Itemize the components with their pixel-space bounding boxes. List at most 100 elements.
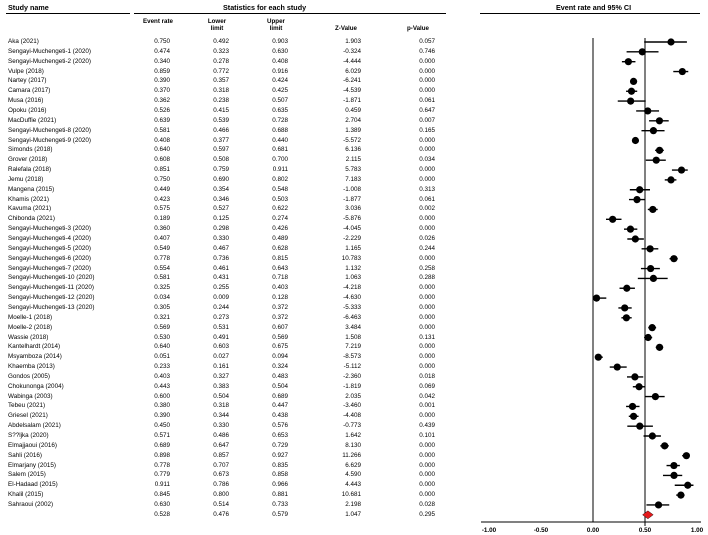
event-rate-cell: 0.305 bbox=[154, 303, 170, 311]
p-value-cell: 0.002 bbox=[419, 205, 435, 213]
lower-limit-cell: 0.354 bbox=[213, 185, 229, 193]
p-value-cell: 0.000 bbox=[419, 363, 435, 371]
study-point bbox=[649, 205, 657, 214]
event-rate-cell: 0.571 bbox=[154, 432, 170, 439]
study-name-cell: Abdelsalam (2021) bbox=[8, 422, 61, 430]
p-value-cell: 0.000 bbox=[419, 471, 435, 479]
p-value-cell: 0.000 bbox=[419, 57, 435, 65]
study-point bbox=[670, 461, 678, 470]
upper-limit-cell: 0.729 bbox=[272, 441, 288, 449]
study-point bbox=[631, 136, 640, 145]
study-name-cell: Sengayi-Muchengeti-8 (2020) bbox=[8, 126, 91, 134]
study-name-cell: Musa (2016) bbox=[8, 97, 44, 105]
lower-limit-cell: 0.647 bbox=[213, 441, 229, 449]
p-value-cell: 0.000 bbox=[419, 166, 435, 174]
event-rate-cell: 0.360 bbox=[154, 225, 170, 233]
lower-limit-cell: 0.330 bbox=[213, 422, 229, 430]
event-rate-cell: 0.034 bbox=[154, 294, 170, 302]
p-value-cell: 0.000 bbox=[419, 146, 435, 154]
lower-limit-cell: 0.318 bbox=[213, 402, 229, 410]
z-value-cell: 4.590 bbox=[345, 471, 361, 479]
z-value-cell: -5.876 bbox=[343, 215, 361, 223]
upper-limit-cell: 0.927 bbox=[272, 451, 288, 459]
table-row: Sengayi-Muchengeti-13 (2020) 0.305 0.244 0.… bbox=[0, 303, 708, 313]
event-rate-cell: 0.403 bbox=[154, 372, 170, 380]
event-rate-cell: 0.390 bbox=[154, 77, 170, 85]
table-row: Khalil (2015) 0.845 0.800 0.881 10.681 0.000 bbox=[0, 490, 708, 500]
lower-limit-cell: 0.238 bbox=[213, 97, 229, 105]
p-value-cell: 0.000 bbox=[419, 136, 435, 144]
z-value-cell: 1.389 bbox=[345, 126, 361, 134]
col-z-header: Z-Value bbox=[334, 25, 357, 32]
upper-limit-cell: 0.718 bbox=[272, 274, 288, 282]
upper-limit-cell: 0.579 bbox=[272, 510, 288, 518]
p-value-cell: 0.000 bbox=[419, 313, 435, 321]
table-row: Kantelhardt (2014) 0.640 0.603 0.675 7.219 0.… bbox=[0, 342, 708, 352]
table-row: Wabinga (2003) 0.600 0.504 0.689 2.035 0.042 bbox=[0, 392, 708, 402]
z-value-cell: 0.459 bbox=[345, 106, 361, 114]
event-rate-cell: 0.530 bbox=[154, 333, 170, 341]
study-point bbox=[649, 127, 658, 135]
study-point bbox=[629, 412, 638, 420]
lower-limit-cell: 0.377 bbox=[213, 136, 229, 144]
upper-limit-cell: 0.372 bbox=[272, 303, 288, 311]
p-value-cell: 0.000 bbox=[419, 175, 435, 183]
header-rule-stats bbox=[134, 13, 446, 14]
table-row: Chokunonga (2004) 0.443 0.383 0.504 -1.819 0.… bbox=[0, 382, 708, 392]
study-point bbox=[633, 196, 641, 204]
lower-limit-cell: 0.467 bbox=[213, 244, 229, 252]
event-rate-cell: 0.408 bbox=[154, 136, 170, 144]
lower-limit-cell: 0.431 bbox=[213, 274, 229, 282]
upper-limit-cell: 0.569 bbox=[272, 333, 288, 341]
z-value-cell: 6.136 bbox=[345, 146, 361, 154]
upper-limit-cell: 0.507 bbox=[272, 97, 288, 105]
lower-limit-cell: 0.466 bbox=[213, 126, 229, 134]
study-point bbox=[654, 501, 663, 509]
z-value-cell: -1.008 bbox=[343, 185, 361, 193]
forest-header: Event rate and 95% CI bbox=[556, 3, 632, 12]
study-name-cell: Wabinga (2003) bbox=[8, 392, 53, 400]
p-value-cell: 0.244 bbox=[419, 244, 435, 252]
z-value-cell: -6.241 bbox=[343, 77, 361, 85]
lower-limit-cell: 0.504 bbox=[213, 392, 229, 400]
study-point bbox=[670, 255, 678, 263]
lower-limit-cell: 0.125 bbox=[213, 215, 229, 223]
z-value-cell: -3.460 bbox=[343, 402, 361, 410]
study-point bbox=[682, 452, 690, 460]
p-value-cell: 0.000 bbox=[419, 87, 435, 95]
z-value-cell: -4.408 bbox=[343, 412, 361, 420]
lower-limit-cell: 0.298 bbox=[213, 225, 229, 233]
lower-limit-cell: 0.415 bbox=[213, 106, 229, 114]
z-value-cell: -8.573 bbox=[343, 353, 361, 361]
upper-limit-cell: 0.966 bbox=[272, 481, 288, 489]
z-value-cell: -0.773 bbox=[343, 422, 361, 430]
lower-limit-cell: 0.539 bbox=[213, 116, 229, 124]
study-point bbox=[655, 117, 664, 125]
study-name-cell: Tebeu (2021) bbox=[8, 402, 46, 410]
study-name-cell: Sengayi-Muchengeti-5 (2020) bbox=[8, 244, 91, 252]
study-point bbox=[638, 48, 646, 56]
x-tick-label: 0.50 bbox=[639, 527, 652, 534]
p-value-cell: 0.288 bbox=[419, 274, 435, 282]
upper-limit-cell: 0.372 bbox=[272, 313, 288, 321]
event-rate-cell: 0.450 bbox=[154, 422, 170, 430]
p-value-cell: 0.000 bbox=[419, 284, 435, 292]
upper-limit-cell: 0.607 bbox=[272, 323, 288, 331]
p-value-cell: 0.165 bbox=[419, 126, 435, 134]
upper-limit-cell: 0.425 bbox=[272, 87, 288, 95]
study-point bbox=[592, 294, 601, 302]
event-rate-cell: 0.608 bbox=[154, 156, 170, 164]
z-value-cell: -4.444 bbox=[343, 57, 361, 65]
z-value-cell: 4.443 bbox=[345, 481, 361, 489]
event-rate-cell: 0.750 bbox=[154, 175, 170, 183]
event-rate-cell: 0.340 bbox=[154, 57, 170, 65]
study-name-cell: Chibonda (2021) bbox=[8, 215, 55, 223]
lower-limit-cell: 0.344 bbox=[213, 412, 229, 420]
study-point bbox=[623, 284, 631, 292]
upper-limit-cell: 0.916 bbox=[272, 67, 288, 75]
lower-limit-cell: 0.527 bbox=[213, 205, 229, 213]
table-row: Grover (2018) 0.608 0.508 0.700 2.115 0.034 bbox=[0, 155, 708, 165]
lower-limit-cell: 0.357 bbox=[213, 77, 229, 85]
p-value-cell: 0.313 bbox=[419, 185, 435, 193]
lower-limit-cell: 0.707 bbox=[213, 461, 229, 469]
